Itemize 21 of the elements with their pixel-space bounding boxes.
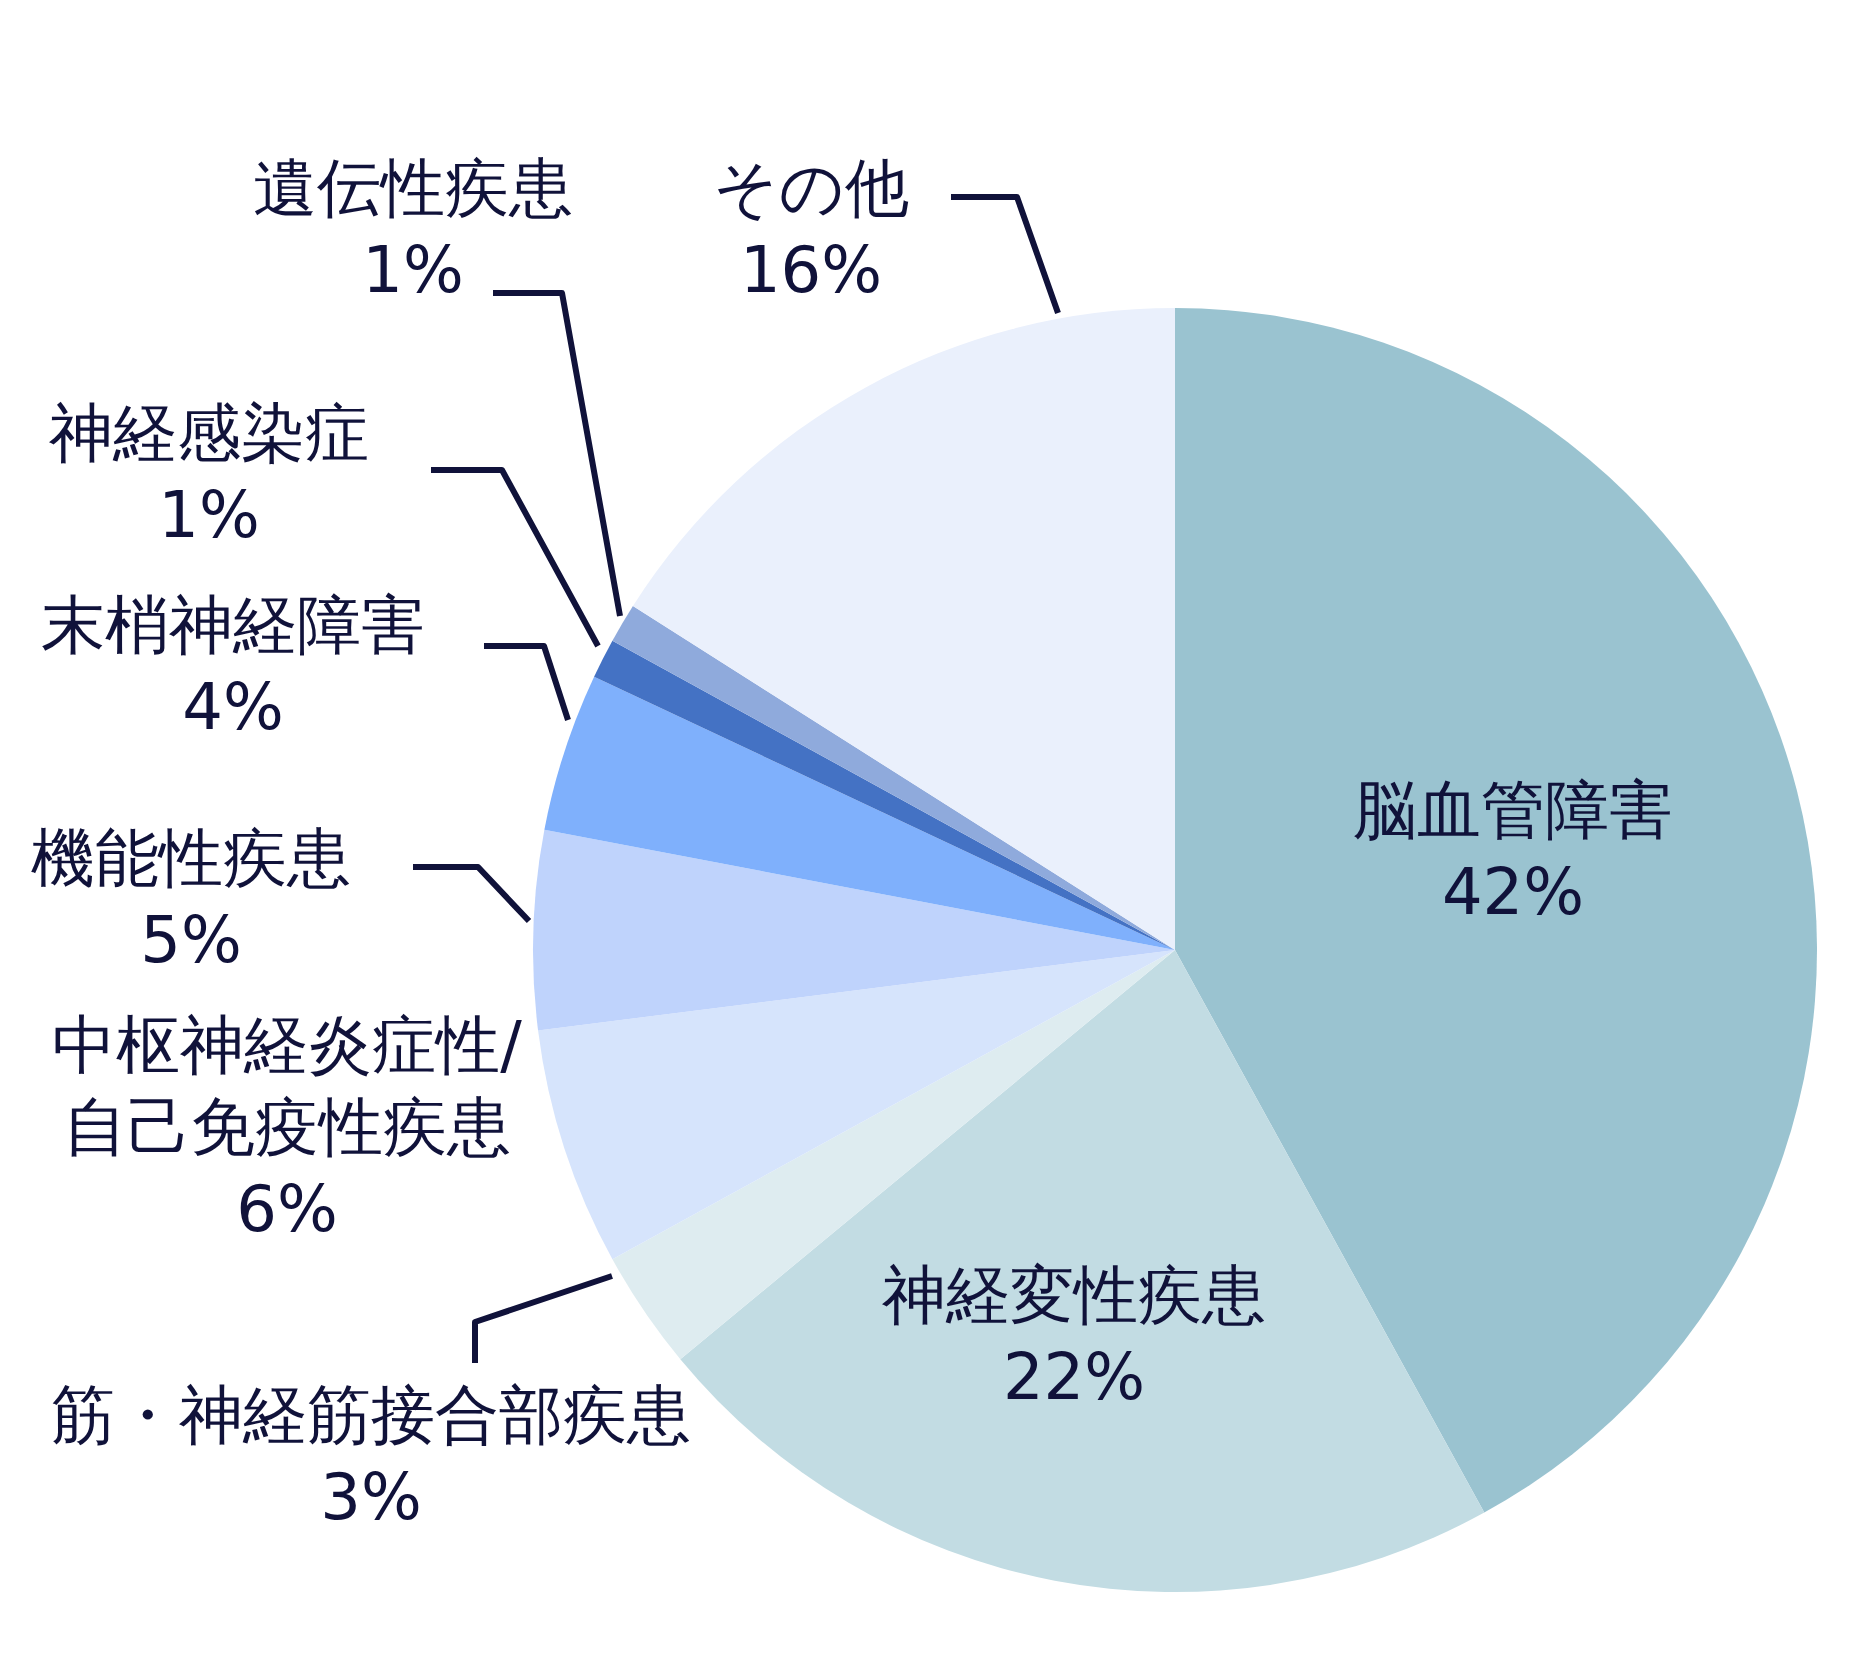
pie-slice — [632, 308, 1175, 950]
data-label: 5% — [140, 903, 242, 977]
slice-label: 脳血管障害 — [1353, 773, 1673, 847]
data-label: 1% — [158, 478, 260, 552]
slice-label: 神経感染症 — [49, 396, 369, 470]
slice-label: 神経変性疾患 — [882, 1258, 1266, 1332]
data-label: 6% — [236, 1172, 338, 1246]
slice-label: 遺伝性疾患 — [253, 151, 573, 225]
slice-label: 中枢神経炎症性/自己免疫性疾患 — [52, 1008, 523, 1164]
slice-label: 筋・神経筋接合部疾患 — [51, 1378, 691, 1452]
pie-slice — [533, 829, 1175, 1031]
slice-label: 末梢神経障害 — [41, 588, 425, 662]
data-label: 4% — [182, 670, 284, 744]
slice-label: その他 — [713, 151, 909, 225]
data-label: 3% — [320, 1460, 422, 1534]
slice-label: 機能性疾患 — [31, 821, 351, 895]
data-label: 1% — [362, 233, 464, 307]
data-label: 22% — [1002, 1340, 1146, 1414]
data-label: 42% — [1441, 855, 1585, 929]
pie-slice — [544, 676, 1175, 950]
data-label: 16% — [739, 233, 883, 307]
